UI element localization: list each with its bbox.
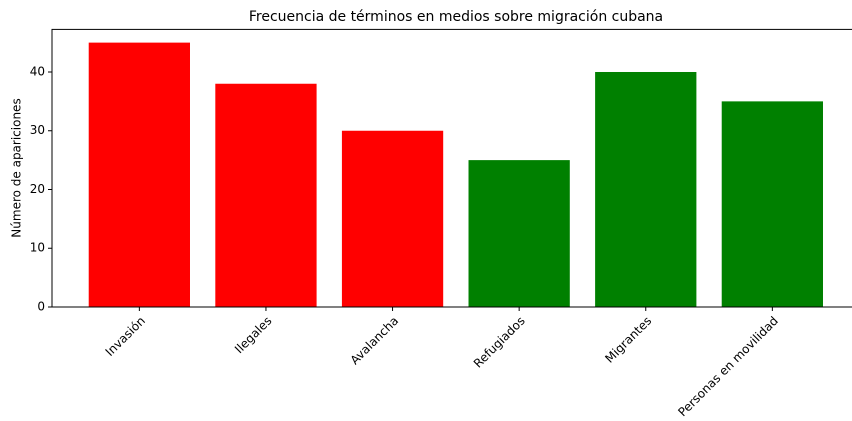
axes-frame: [51, 28, 852, 308]
y-tick-label: 40: [30, 64, 45, 78]
bar: [595, 71, 697, 307]
bar: [215, 83, 317, 308]
y-tick-label: 20: [30, 182, 45, 196]
bar: [341, 130, 444, 307]
x-tick-label: Personas en movilidad: [675, 314, 781, 420]
bar: [88, 42, 190, 307]
x-tick-label: Ilegales: [232, 314, 275, 357]
x-tick-label: Avalancha: [348, 314, 402, 368]
y-tick-label: 0: [37, 300, 45, 314]
x-tick-label: Refugiados: [471, 314, 528, 371]
y-axis-label: Número de apariciones: [10, 98, 24, 237]
x-tick-label: Invasión: [103, 314, 148, 359]
y-tick-label: 10: [30, 241, 45, 255]
chart-title: Frecuencia de términos en medios sobre m…: [249, 9, 663, 25]
x-tick-label: Migrantes: [602, 314, 654, 366]
bar: [468, 160, 570, 307]
y-tick-label: 30: [30, 123, 45, 137]
bar: [721, 101, 823, 308]
